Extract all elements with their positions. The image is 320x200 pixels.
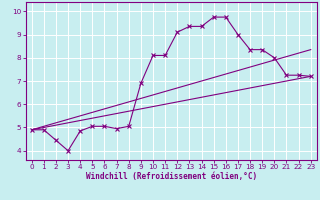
X-axis label: Windchill (Refroidissement éolien,°C): Windchill (Refroidissement éolien,°C) xyxy=(86,172,257,181)
